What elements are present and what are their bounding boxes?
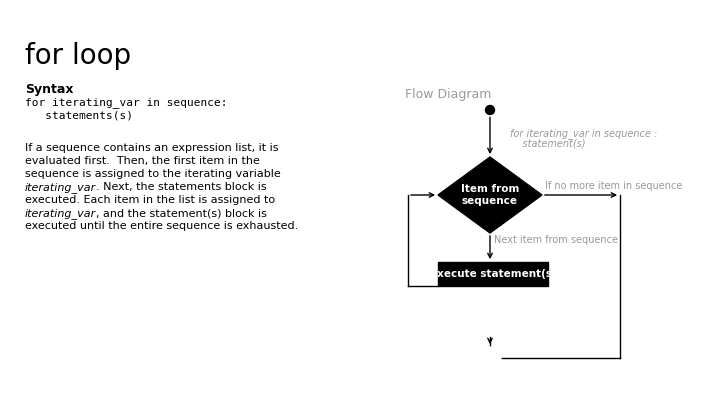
- Text: statement(s): statement(s): [510, 138, 585, 148]
- Text: for iterating_var in sequence :: for iterating_var in sequence :: [510, 128, 657, 139]
- Text: If no more item in sequence: If no more item in sequence: [545, 181, 683, 191]
- Text: Item from
sequence: Item from sequence: [461, 184, 519, 206]
- Text: If a sequence contains an expression list, it is: If a sequence contains an expression lis…: [25, 143, 279, 153]
- Text: iterating_var: iterating_var: [25, 208, 96, 219]
- Text: , and the statement(s) block is: , and the statement(s) block is: [96, 208, 267, 218]
- Circle shape: [479, 347, 501, 369]
- Text: Syntax: Syntax: [25, 83, 73, 96]
- Text: sequence is assigned to the iterating variable: sequence is assigned to the iterating va…: [25, 169, 281, 179]
- FancyBboxPatch shape: [438, 262, 548, 286]
- Text: Next item from sequence: Next item from sequence: [494, 235, 618, 245]
- Text: for loop: for loop: [25, 42, 131, 70]
- Circle shape: [485, 105, 495, 115]
- Text: iterating_var: iterating_var: [25, 182, 96, 193]
- Text: statements(s): statements(s): [25, 110, 133, 120]
- Text: Flow Diagram: Flow Diagram: [405, 88, 491, 101]
- Text: executed until the entire sequence is exhausted.: executed until the entire sequence is ex…: [25, 221, 298, 231]
- Text: execute statement(s): execute statement(s): [430, 269, 557, 279]
- Text: executed. Each item in the list is assigned to: executed. Each item in the list is assig…: [25, 195, 275, 205]
- Text: for iterating_var in sequence:: for iterating_var in sequence:: [25, 97, 228, 108]
- Text: evaluated first.  Then, the first item in the: evaluated first. Then, the first item in…: [25, 156, 260, 166]
- Polygon shape: [438, 157, 542, 233]
- Text: . Next, the statements block is: . Next, the statements block is: [96, 182, 267, 192]
